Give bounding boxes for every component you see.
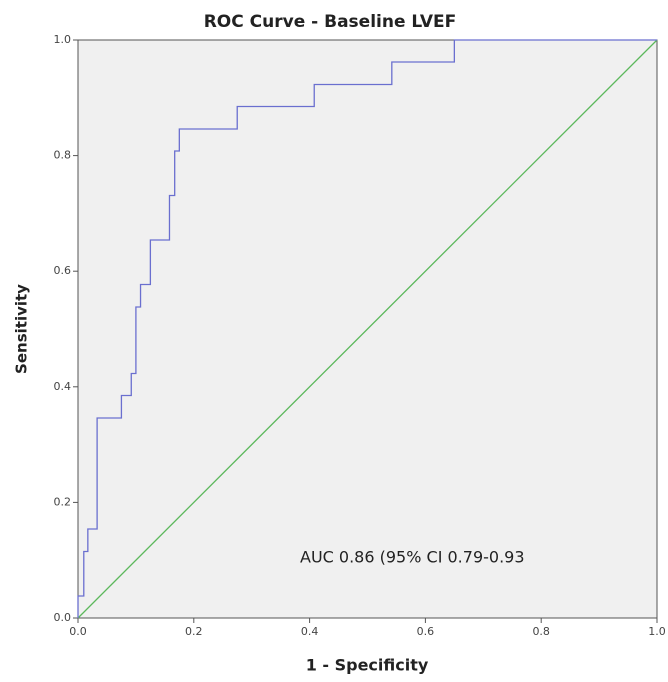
y-tick-label: 0.8 (54, 149, 72, 162)
x-tick-label: 0.8 (532, 625, 550, 638)
y-tick-label: 0.0 (54, 611, 72, 624)
x-tick-label: 0.4 (301, 625, 319, 638)
x-axis-label: 1 - Specificity (306, 656, 429, 675)
y-tick-label: 1.0 (54, 33, 72, 46)
annotation: AUC 0.86 (95% CI 0.79-0.93 (300, 548, 525, 567)
series-line (77, 39, 657, 618)
x-tick-label: 1.0 (648, 625, 666, 638)
x-tick-label: 0.2 (185, 625, 203, 638)
chart-title: ROC Curve - Baseline LVEF (204, 12, 457, 32)
y-tick-label: 0.2 (54, 495, 72, 508)
series-line (77, 39, 658, 619)
y-tick-label: 0.6 (54, 264, 72, 277)
x-tick-label: 0.0 (69, 625, 87, 638)
y-axis-label: Sensitivity (13, 284, 31, 374)
y-tick-label: 0.4 (54, 380, 72, 393)
x-tick-label: 0.6 (417, 625, 435, 638)
